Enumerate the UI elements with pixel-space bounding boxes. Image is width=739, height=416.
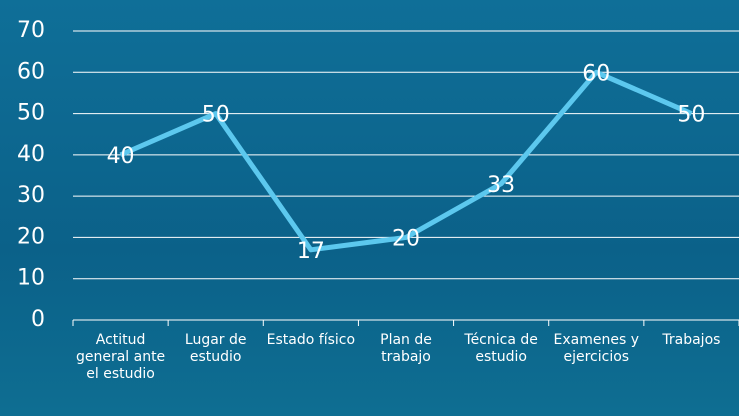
data-line [119,69,693,253]
y-tick-label: 70 [17,18,45,43]
x-tick-label: Actitud general ante el estudio [75,332,166,382]
y-tick-label: 10 [17,266,45,291]
data-label: 50 [677,103,705,128]
x-tick-label: Plan de trabajo [380,332,432,365]
x-tick-label: Lugar de estudio [184,332,247,365]
y-tick-label: 60 [17,59,45,84]
y-tick-label: 0 [31,307,45,332]
data-label: 60 [582,61,610,86]
x-tick-label: Técnica de estudio [464,332,538,365]
y-tick-label: 40 [17,142,45,167]
data-label: 20 [392,226,420,251]
data-label: 17 [297,239,325,264]
x-tick-label: Trabajos [662,332,721,348]
y-tick-label: 30 [17,183,45,208]
data-label: 33 [487,173,515,198]
x-tick-label: Estado físico [266,332,356,348]
y-tick-label: 50 [17,101,45,126]
data-label: 40 [107,144,135,169]
data-label: 50 [202,103,230,128]
x-tick-label: Examenes y ejercicios [553,332,640,365]
y-tick-label: 20 [17,224,45,249]
